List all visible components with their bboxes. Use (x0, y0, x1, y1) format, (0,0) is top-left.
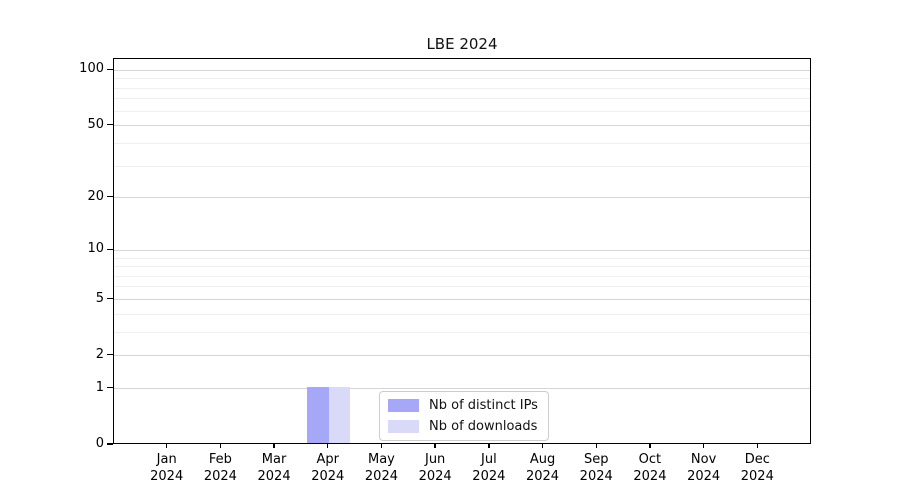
gridline-minor (114, 275, 810, 277)
y-tick-label: 0 (95, 436, 104, 451)
gridline-minor (114, 98, 810, 100)
legend-swatch-nb-of-downloads (388, 420, 419, 433)
x-tick-mark (219, 444, 222, 448)
y-tick-mark (107, 354, 113, 356)
x-tick-label: Jan 2024 (135, 451, 199, 485)
gridline-minor (114, 87, 810, 89)
x-tick-year: 2024 (257, 469, 291, 484)
x-tick-year: 2024 (150, 469, 184, 484)
y-tick-mark (107, 297, 113, 300)
bar-nb-of-downloads (328, 386, 351, 443)
legend-row: Nb of distinct IPs (388, 397, 538, 414)
x-tick-month: Dec (744, 452, 770, 467)
gridline-minor (114, 78, 810, 80)
bar-nb-of-distinct-ips (307, 386, 329, 443)
x-tick-label: Oct 2024 (618, 451, 682, 485)
plot-area: Nb of distinct IPs Nb of downloads (113, 58, 811, 444)
x-tick-label: Aug 2024 (511, 451, 575, 485)
gridline-minor (114, 110, 810, 112)
x-tick-year: 2024 (472, 469, 506, 484)
x-tick-mark (541, 444, 544, 448)
x-tick-year: 2024 (364, 469, 398, 484)
x-tick-month: Sep (583, 452, 609, 467)
gridline-minor (114, 257, 810, 259)
gridline-major (114, 125, 810, 127)
x-tick-month: Aug (529, 452, 556, 467)
x-tick-label: Nov 2024 (672, 451, 736, 485)
y-tick-label: 1 (95, 379, 104, 395)
y-tick-label: 50 (87, 116, 104, 132)
y-tick-mark (107, 68, 113, 70)
x-tick-label: May 2024 (349, 451, 413, 485)
x-tick-mark (595, 444, 597, 448)
gridline-minor (114, 331, 810, 333)
y-tick-mark (107, 196, 113, 198)
gridline-minor (114, 313, 810, 315)
x-tick-month: Jul (481, 452, 497, 467)
x-tick-month: Oct (638, 452, 662, 467)
gridline-major (114, 197, 810, 199)
x-tick-label: Feb 2024 (188, 451, 252, 485)
gridline-major (114, 69, 810, 71)
x-tick-month: Mar (261, 452, 287, 467)
gridline-major (114, 355, 810, 357)
x-tick-label: Jul 2024 (457, 451, 521, 485)
x-tick-mark (488, 444, 490, 448)
x-tick-month: Nov (690, 452, 717, 467)
gridline-major (114, 388, 810, 390)
y-tick-mark (107, 387, 113, 389)
x-tick-year: 2024 (687, 469, 721, 484)
legend-label: Nb of downloads (429, 419, 538, 434)
x-tick-month: Feb (208, 452, 232, 467)
x-tick-year: 2024 (418, 469, 452, 484)
gridline-major (114, 299, 810, 300)
x-tick-month: Jan (156, 452, 177, 467)
y-tick-mark (107, 248, 113, 250)
x-tick-label: Mar 2024 (242, 451, 306, 485)
x-tick-mark (273, 444, 275, 448)
x-tick-mark (327, 444, 329, 448)
x-tick-mark (702, 444, 705, 448)
x-tick-mark (649, 444, 651, 448)
legend-label: Nb of distinct IPs (429, 398, 538, 413)
x-tick-mark (756, 444, 758, 448)
gridline-major (114, 249, 810, 251)
y-tick-label: 20 (87, 188, 104, 204)
x-tick-year: 2024 (740, 469, 774, 484)
y-tick-label: 2 (95, 346, 104, 362)
chart-title: LBE 2024 (426, 35, 498, 53)
x-tick-year: 2024 (311, 469, 345, 484)
x-tick-mark (434, 444, 436, 448)
x-tick-mark (380, 444, 383, 448)
x-tick-label: Jun 2024 (403, 451, 467, 485)
gridline-minor (114, 142, 810, 144)
gridline-minor (114, 286, 810, 288)
y-tick-mark (107, 124, 113, 126)
x-tick-year: 2024 (525, 469, 560, 484)
x-tick-year: 2024 (203, 469, 237, 484)
x-tick-label: Dec 2024 (725, 451, 789, 485)
legend-row: Nb of downloads (388, 418, 538, 435)
x-tick-month: Jun (424, 452, 446, 467)
gridline-minor (114, 266, 810, 268)
x-tick-month: Apr (316, 452, 340, 467)
x-tick-label: Apr 2024 (296, 451, 360, 485)
x-tick-label: Sep 2024 (564, 451, 628, 485)
legend: Nb of distinct IPs Nb of downloads (379, 391, 549, 441)
y-tick-label: 10 (87, 241, 104, 257)
y-tick-mark (107, 443, 113, 445)
gridline-minor (114, 165, 810, 167)
y-tick-label: 100 (79, 61, 104, 77)
legend-swatch-nb-of-distinct-ips (388, 399, 419, 412)
y-tick-label: 5 (95, 290, 104, 306)
x-tick-month: May (368, 452, 395, 467)
x-tick-mark (165, 444, 168, 448)
x-tick-year: 2024 (633, 469, 667, 484)
x-tick-year: 2024 (579, 469, 613, 484)
